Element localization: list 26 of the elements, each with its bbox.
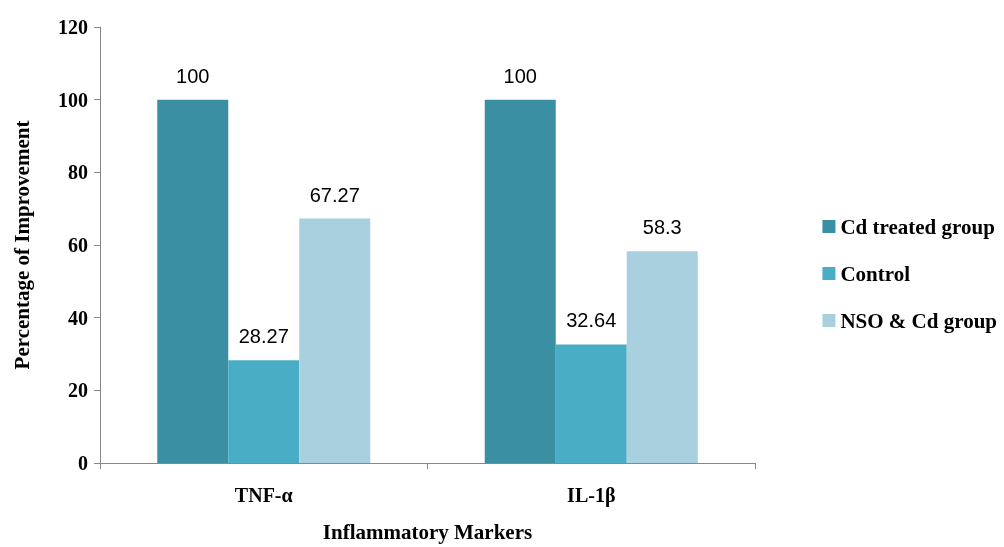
y-tick-label: 120 (58, 16, 88, 38)
x-tick-label: IL-1β (567, 484, 616, 507)
bar (626, 251, 698, 463)
bar (157, 99, 229, 463)
y-axis-title: Percentage of Improvement (9, 120, 34, 370)
bar (484, 99, 556, 463)
bar (228, 360, 300, 463)
bar (299, 218, 371, 463)
y-tick-label: 60 (68, 234, 88, 256)
y-tick-label: 100 (58, 88, 88, 111)
y-tick-label: 20 (68, 379, 88, 402)
data-label: 100 (503, 64, 537, 87)
y-tick-label: 0 (78, 452, 88, 474)
x-tick-label: TNF-α (234, 484, 293, 506)
data-label: 100 (176, 64, 210, 87)
data-label: 28.27 (238, 325, 289, 348)
legend-label: Cd treated group (840, 214, 995, 239)
y-tick-label: 40 (68, 306, 88, 329)
y-tick-label: 80 (68, 161, 88, 184)
bar (555, 344, 627, 463)
data-label: 58.3 (642, 216, 682, 239)
data-label: 32.64 (566, 309, 617, 332)
legend-label: Control (840, 261, 911, 286)
data-label: 67.27 (309, 183, 360, 206)
x-axis-title: Inflammatory Markers (322, 519, 533, 544)
legend-label: NSO & Cd group (840, 308, 998, 333)
